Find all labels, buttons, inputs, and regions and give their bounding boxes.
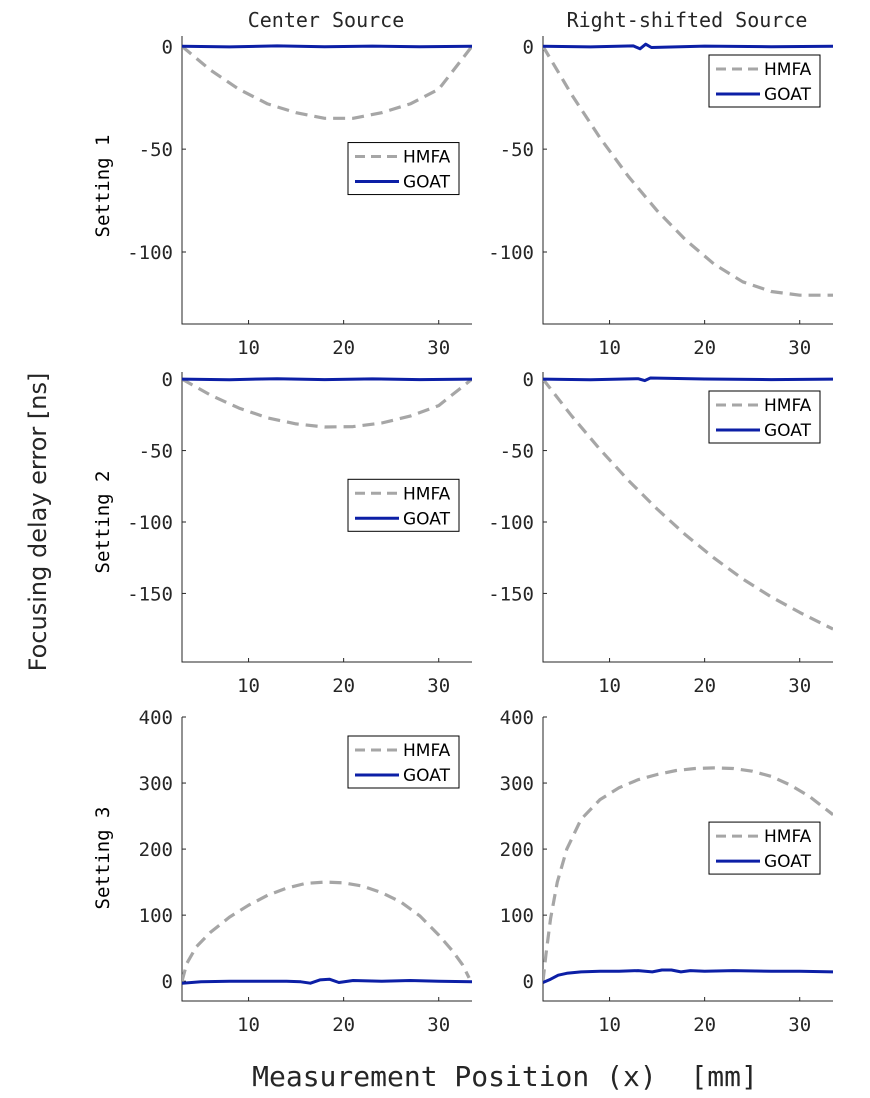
x-tick-label: 20: [332, 337, 355, 359]
series-line-goat: [543, 968, 833, 984]
legend-label-hmfa: HMFA: [403, 148, 451, 168]
axes-frame: [181, 36, 472, 325]
axes-frame: [542, 372, 833, 663]
y-tick-label: 400: [500, 707, 534, 729]
axes-frame: [181, 372, 472, 663]
legend-label-hmfa: HMFA: [764, 60, 812, 80]
y-tick-label: -100: [488, 512, 534, 534]
legend: HMFA GOAT: [347, 735, 460, 789]
series-line-goat: [543, 376, 833, 383]
y-tick-label: -100: [127, 242, 173, 264]
x-tick-label: 20: [693, 675, 716, 697]
series-line-hmfa: [543, 378, 833, 631]
series-line-goat: [543, 42, 833, 51]
row-label-setting-1: Setting 1: [92, 135, 114, 238]
x-tick-label: 10: [598, 675, 621, 697]
y-tick-label: -150: [127, 583, 173, 605]
legend-box: [708, 821, 821, 875]
series-line-goat: [182, 44, 472, 49]
panel-s1-center: 10 20 30 0 -50 -100 HMFA GOAT: [127, 36, 472, 359]
x-tick-label: 30: [427, 337, 450, 359]
series-line-hmfa: [182, 45, 472, 120]
legend-label-hmfa: HMFA: [403, 741, 451, 761]
legend-label-goat: GOAT: [764, 85, 812, 105]
series-line-goat: [182, 377, 472, 382]
col-title-center: Center Source: [248, 8, 405, 32]
legend-label-goat: GOAT: [403, 509, 451, 529]
y-tick-label: 0: [523, 36, 534, 58]
series-line-goat: [182, 977, 472, 985]
col-title-right: Right-shifted Source: [567, 8, 808, 32]
x-tick-label: 20: [332, 1014, 355, 1036]
y-tick-label: 300: [139, 773, 173, 795]
x-tick-label: 20: [693, 337, 716, 359]
y-tick-label: -100: [488, 242, 534, 264]
x-tick-label: 30: [788, 337, 811, 359]
legend-label-goat: GOAT: [403, 766, 451, 786]
legend: HMFA GOAT: [347, 478, 460, 532]
x-tick-label: 30: [788, 675, 811, 697]
y-tick-label: 400: [139, 707, 173, 729]
axes-frame: [542, 36, 833, 325]
legend-label-goat: GOAT: [403, 173, 451, 193]
legend-box: [708, 390, 821, 444]
legend-box: [347, 735, 460, 789]
legend-box: [347, 478, 460, 532]
legend-label-hmfa: HMFA: [764, 827, 812, 847]
y-tick-label: -100: [127, 512, 173, 534]
y-tick-label: -50: [139, 139, 173, 161]
y-tick-label: 0: [523, 369, 534, 391]
row-label-setting-2: Setting 2: [92, 471, 114, 574]
y-tick-label: 100: [500, 905, 534, 927]
x-tick-label: 10: [598, 1014, 621, 1036]
x-tick-label: 10: [237, 675, 260, 697]
legend-label-goat: GOAT: [764, 852, 812, 872]
series-line-hmfa: [182, 377, 472, 429]
legend: HMFA GOAT: [708, 821, 821, 875]
x-tick-label: 30: [427, 675, 450, 697]
x-tick-label: 30: [427, 1014, 450, 1036]
y-tick-label: 0: [162, 971, 173, 993]
figure-xlabel: Measurement Position (x) [mm]: [252, 1060, 758, 1093]
legend-box: [708, 54, 821, 108]
x-tick-label: 20: [332, 675, 355, 697]
y-tick-label: 0: [162, 36, 173, 58]
x-tick-label: 30: [788, 1014, 811, 1036]
legend: HMFA GOAT: [347, 142, 460, 196]
series-line-hmfa: [182, 880, 471, 982]
legend-label-hmfa: HMFA: [764, 396, 812, 416]
y-tick-label: -50: [500, 139, 534, 161]
panel-s2-center: 10 20 30 0 -50 -100 -150 HMFA GOAT: [127, 369, 472, 697]
series-line-hmfa: [543, 766, 833, 982]
legend-box: [347, 142, 460, 196]
y-tick-label: 300: [500, 773, 534, 795]
y-tick-label: 100: [139, 905, 173, 927]
y-tick-label: -150: [488, 583, 534, 605]
panel-s1-right: 10 20 30 0 -50 -100 HMFA GOAT: [488, 36, 833, 359]
x-tick-label: 10: [237, 1014, 260, 1036]
y-tick-label: 200: [500, 839, 534, 861]
x-tick-label: 10: [598, 337, 621, 359]
y-tick-label: -50: [500, 441, 534, 463]
row-label-setting-3: Setting 3: [92, 807, 114, 910]
legend-label-goat: GOAT: [764, 421, 812, 441]
y-tick-label: 0: [523, 971, 534, 993]
x-tick-label: 10: [237, 337, 260, 359]
axes-frame: [181, 717, 472, 1002]
series-line-hmfa: [543, 45, 833, 297]
legend: HMFA GOAT: [708, 390, 821, 444]
axes-frame: [542, 717, 833, 1002]
figure-ylabel: Focusing delay error [ns]: [24, 373, 52, 672]
y-tick-label: -50: [139, 441, 173, 463]
x-tick-label: 20: [693, 1014, 716, 1036]
y-tick-label: 0: [162, 369, 173, 391]
legend-label-hmfa: HMFA: [403, 484, 451, 504]
panel-s2-right: 10 20 30 0 -50 -100 -150 HMFA GOAT: [488, 369, 833, 697]
y-tick-label: 200: [139, 839, 173, 861]
legend: HMFA GOAT: [708, 54, 821, 108]
